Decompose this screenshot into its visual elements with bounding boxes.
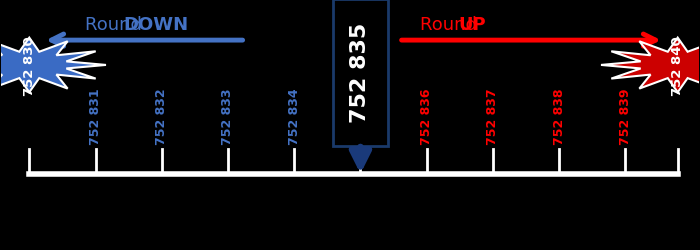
Text: UP: UP (458, 16, 486, 34)
Text: 752 840: 752 840 (671, 36, 684, 96)
Text: 752 834: 752 834 (288, 88, 301, 145)
Text: 752 830: 752 830 (23, 36, 36, 96)
Text: 752 836: 752 836 (420, 88, 433, 145)
Text: 752 838: 752 838 (553, 88, 566, 145)
FancyBboxPatch shape (332, 0, 389, 146)
Text: 752 832: 752 832 (155, 88, 168, 145)
Polygon shape (601, 38, 700, 93)
Text: Round: Round (85, 16, 148, 34)
Text: 752 831: 752 831 (89, 88, 102, 145)
Text: 752 835: 752 835 (351, 23, 370, 123)
Text: 752 839: 752 839 (619, 88, 632, 145)
Text: Round: Round (420, 16, 482, 34)
Text: 752 837: 752 837 (486, 88, 499, 145)
Polygon shape (0, 38, 106, 93)
Text: 752 833: 752 833 (221, 88, 234, 145)
Text: DOWN: DOWN (123, 16, 188, 34)
